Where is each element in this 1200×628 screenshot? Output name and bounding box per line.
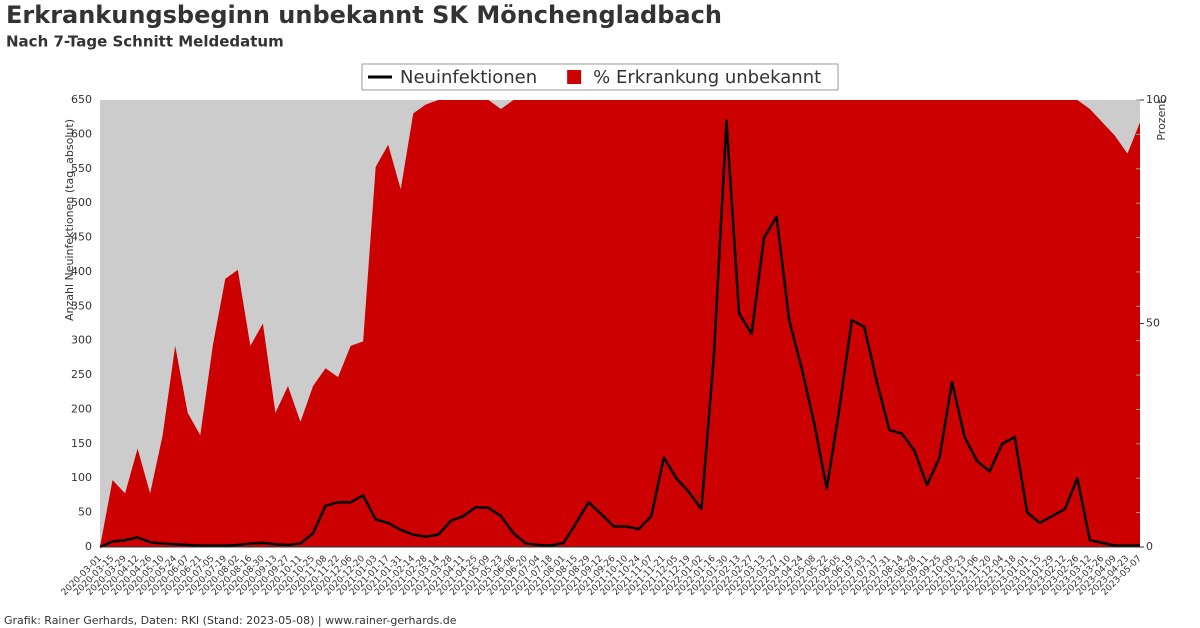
y2-tick-label: 100 [1146,93,1167,106]
y-tick-label: 50 [78,506,92,519]
y-tick-label: 450 [71,231,92,244]
y-tick-label: 0 [85,540,92,553]
y-tick-label: 600 [71,127,92,140]
legend-label: % Erkrankung unbekannt [593,67,821,88]
legend-label: Neuinfektionen [400,67,537,88]
y-tick-label: 550 [71,162,92,175]
chart-title: Erkrankungsbeginn unbekannt SK Mönchengl… [6,1,722,29]
legend-box [361,63,839,91]
y2-axis-label: Prozent [1155,99,1168,141]
y2-tick-label: 50 [1146,317,1160,330]
y-tick-label: 250 [71,368,92,381]
legend-swatch [567,70,582,84]
y-tick-label: 650 [71,93,92,106]
y-tick-label: 400 [71,265,92,278]
y2-tick-label: 0 [1146,540,1153,553]
chart-subtitle: Nach 7-Tage Schnitt Meldedatum [6,33,284,51]
legend: Neuinfektionen % Erkrankung unbekannt [361,63,839,91]
area [100,100,1140,547]
line [99,119,1140,549]
y-tick-label: 350 [71,299,92,312]
y-tick-label: 300 [71,334,92,347]
y-axis-label: Anzahl Neuinfektionen (tag. absolut) [63,119,76,321]
footer: Grafik: Rainer Gerhards, Daten: RKI (Sta… [4,614,457,627]
y-tick-label: 150 [71,437,92,450]
y-tick-label: 200 [71,402,92,415]
y-tick-label: 100 [71,471,92,484]
y-tick-label: 500 [71,196,92,209]
